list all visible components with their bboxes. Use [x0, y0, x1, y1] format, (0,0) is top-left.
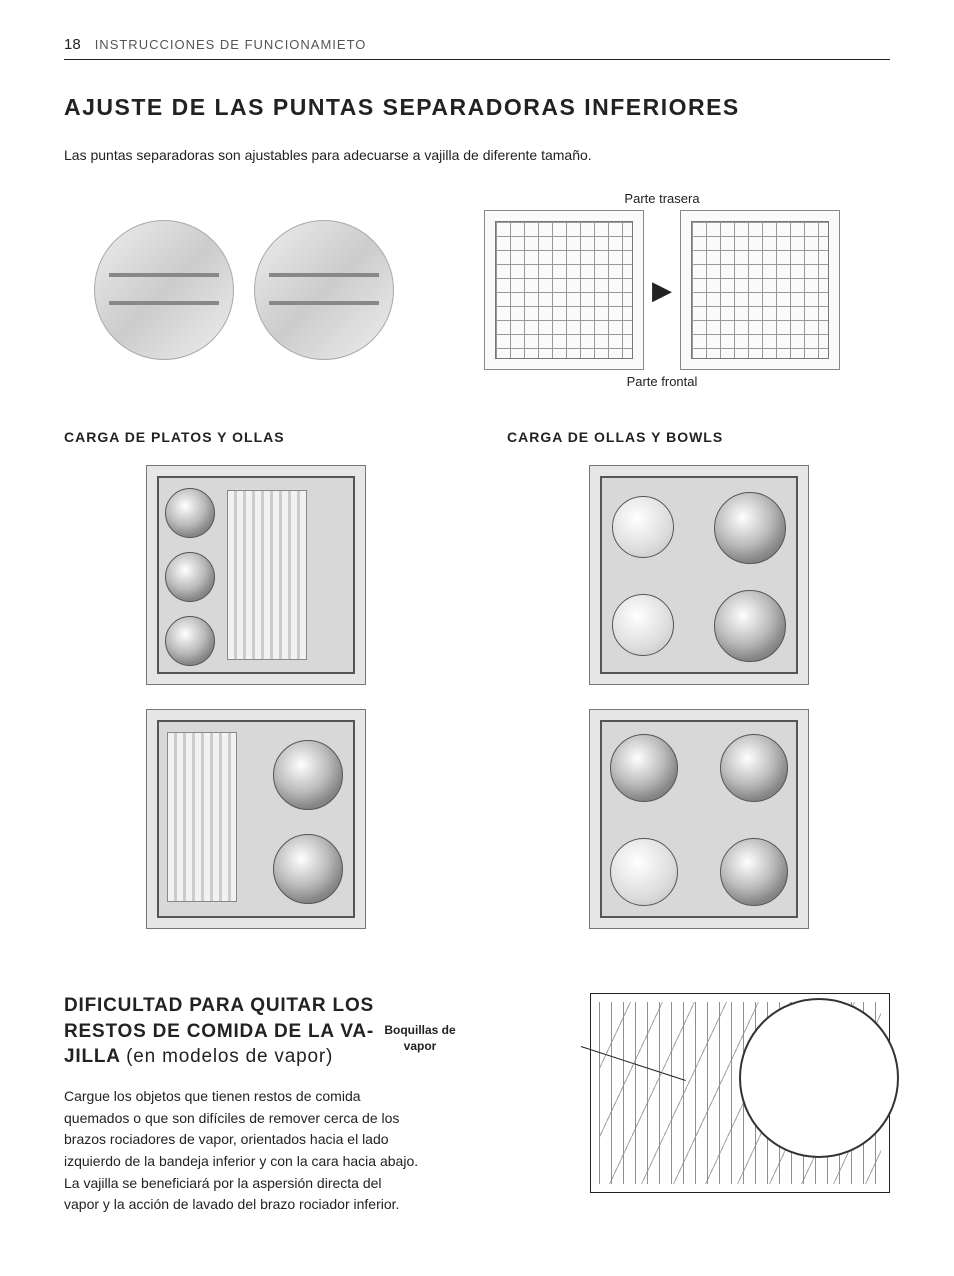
pots-bowls-column: CARGA DE OLLAS Y BOWLS — [507, 429, 890, 953]
rack-transform-figure: Parte trasera ▶ Parte frontal — [434, 187, 890, 393]
figure-row-top: Parte trasera ▶ Parte frontal — [64, 187, 890, 393]
page-number: 18 — [64, 36, 81, 53]
tine-detail-image-2 — [254, 220, 394, 360]
steam-diagram-wrap: Boquillas de vapor — [480, 993, 890, 1193]
steam-diagram — [590, 993, 890, 1193]
difficulty-title-line3b: (en modelos de vapor) — [126, 1046, 333, 1067]
pots-bowls-image-2 — [589, 709, 809, 929]
rack-before-image — [484, 210, 644, 370]
difficulty-section: DIFICULTAD PARA QUITAR LOS RESTOS DE COM… — [64, 993, 890, 1216]
pots-bowls-image-1 — [589, 465, 809, 685]
tine-detail-figures — [64, 187, 394, 393]
steam-nozzle-callout: Boquillas de vapor — [370, 1023, 470, 1054]
tine-detail-image-1 — [94, 220, 234, 360]
difficulty-title: DIFICULTAD PARA QUITAR LOS RESTOS DE COM… — [64, 993, 420, 1070]
plates-pots-image-1 — [146, 465, 366, 685]
difficulty-title-line3a: JILLA — [64, 1046, 120, 1067]
rack-front-label: Parte frontal — [627, 374, 698, 389]
intro-paragraph: Las puntas separadoras son ajustables pa… — [64, 147, 890, 163]
callout-line1: Boquillas de — [384, 1023, 455, 1037]
difficulty-body: Cargue los objetos que tienen restos de … — [64, 1086, 420, 1216]
arrow-right-icon: ▶ — [652, 275, 672, 306]
section-name: INSTRUCCIONES DE FUNCIONAMIETO — [95, 37, 367, 52]
difficulty-title-line2: RESTOS DE COMIDA DE LA VA- — [64, 1021, 374, 1042]
rack-back-label: Parte trasera — [624, 191, 699, 206]
difficulty-text-column: DIFICULTAD PARA QUITAR LOS RESTOS DE COM… — [64, 993, 420, 1216]
rack-row: ▶ — [484, 210, 840, 370]
plates-pots-column: CARGA DE PLATOS Y OLLAS — [64, 429, 447, 953]
difficulty-title-line1: DIFICULTAD PARA QUITAR LOS — [64, 995, 374, 1016]
loading-examples: CARGA DE PLATOS Y OLLAS CARGA DE OLLAS Y… — [64, 429, 890, 953]
page-title: AJUSTE DE LAS PUNTAS SEPARADORAS INFERIO… — [64, 94, 890, 121]
rack-after-image — [680, 210, 840, 370]
plates-pots-image-2 — [146, 709, 366, 929]
page-header: 18 INSTRUCCIONES DE FUNCIONAMIETO — [64, 36, 890, 60]
plates-pots-heading: CARGA DE PLATOS Y OLLAS — [64, 429, 447, 445]
callout-line2: vapor — [404, 1039, 437, 1053]
pots-bowls-heading: CARGA DE OLLAS Y BOWLS — [507, 429, 890, 445]
